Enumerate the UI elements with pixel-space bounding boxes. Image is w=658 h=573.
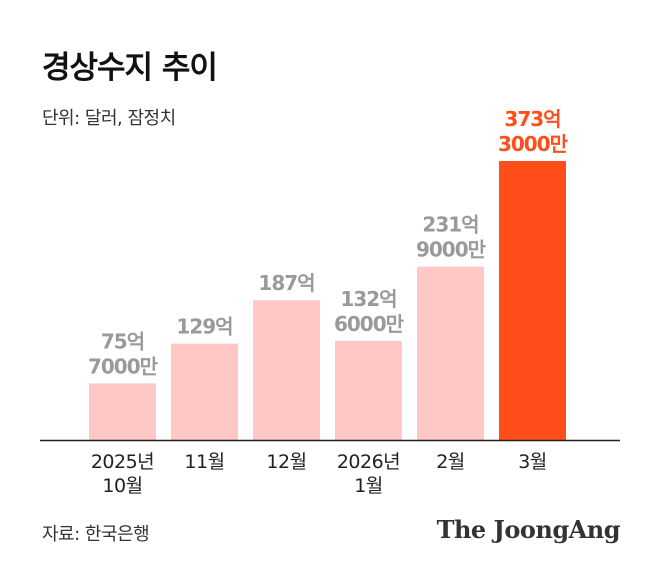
bar [171,343,238,440]
data-label: 129억 [176,315,232,339]
bar [253,300,320,440]
tick-label: 2025년 [91,451,154,473]
tick-label: 12월 [266,451,306,473]
source-note: 자료: 한국은행 [42,524,150,545]
bar [89,383,156,440]
tick-label: 2월 [436,451,465,473]
data-label: 231억 [422,213,478,237]
bar [335,340,402,440]
tick-label: 1월 [354,475,383,497]
data-label: 75억 [101,329,144,353]
data-label: 3000만 [498,132,569,156]
tick-label: 3월 [518,451,547,473]
data-label: 373억 [504,107,560,131]
data-label: 9000만 [416,238,487,262]
data-label: 7000만 [88,354,159,378]
data-label: 6000만 [334,312,405,336]
data-label: 132억 [340,287,396,311]
publisher-logo: The JoongAng [436,515,621,544]
tick-label: 2026년 [337,451,400,473]
data-label: 187억 [258,271,314,295]
bar [417,266,484,440]
tick-label: 10월 [102,475,142,497]
tick-label: 11월 [184,451,224,473]
unit-note: 단위: 달러, 잠정치 [42,108,176,129]
chart-title: 경상수지 추이 [42,50,218,86]
bar [499,161,566,440]
